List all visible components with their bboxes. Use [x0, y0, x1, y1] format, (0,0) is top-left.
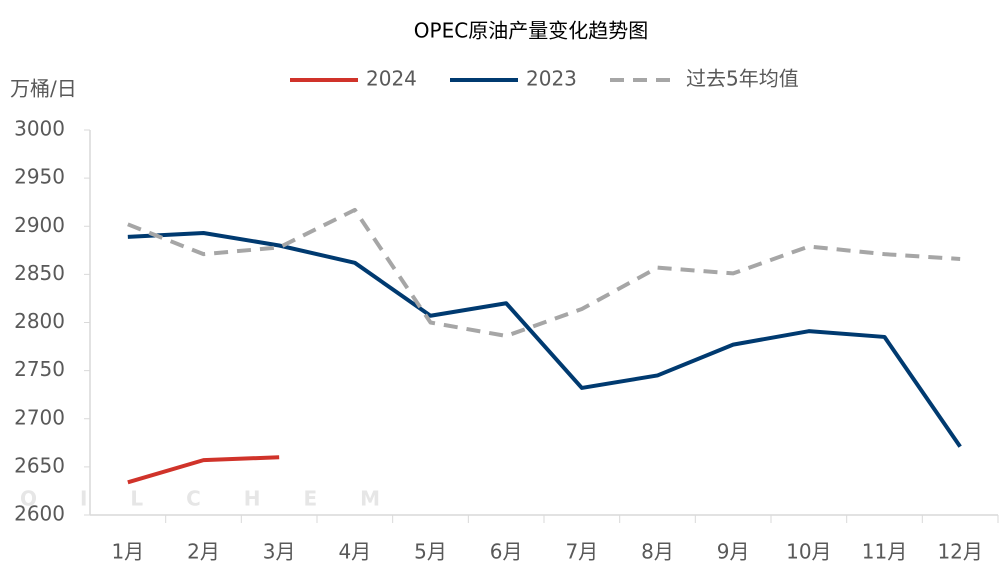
x-tick-label: 11月	[862, 540, 907, 564]
x-tick-label: 9月	[717, 540, 750, 564]
line-series	[127, 230, 962, 448]
x-tick-label: 1月	[111, 540, 144, 564]
y-tick-label: 2900	[14, 213, 65, 237]
chart-title: OPEC原油产量变化趋势图	[414, 19, 648, 43]
y-tick-label: 2650	[14, 453, 65, 477]
x-tick-label: 3月	[263, 540, 296, 564]
legend-label: 2023	[526, 67, 577, 91]
y-tick-label: 2600	[14, 502, 65, 526]
x-tick-label: 4月	[338, 540, 371, 564]
x-tick-label: 2月	[187, 540, 220, 564]
x-tick-label: 10月	[786, 540, 831, 564]
x-tick-label: 6月	[490, 540, 523, 564]
y-tick-label: 3000	[14, 117, 65, 141]
y-tick-label: 2800	[14, 309, 65, 333]
y-tick-label: 2950	[14, 165, 65, 189]
x-tick-label: 12月	[937, 540, 982, 564]
watermark: OILCHEM	[20, 487, 380, 511]
x-tick-label: 8月	[641, 540, 674, 564]
x-tick-label: 5月	[414, 540, 447, 564]
y-tick-label: 2700	[14, 405, 65, 429]
legend-label: 2024	[366, 67, 417, 91]
x-tick-label: 7月	[565, 540, 598, 564]
line-series	[127, 455, 280, 485]
y-axis-label: 万桶/日	[10, 77, 77, 101]
legend-label: 过去5年均值	[686, 67, 799, 91]
y-tick-label: 2750	[14, 357, 65, 381]
y-tick-label: 2850	[14, 261, 65, 285]
line-series	[127, 207, 961, 338]
